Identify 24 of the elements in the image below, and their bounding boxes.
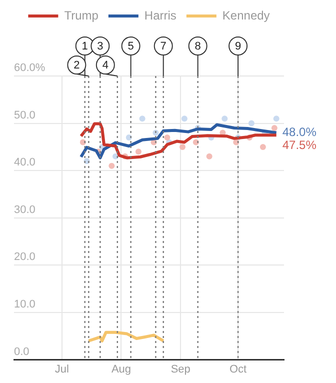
x-tick-label: Aug <box>111 363 132 376</box>
ref-line-label: 4 <box>102 60 108 72</box>
y-tick-label: 20.0 <box>14 251 36 264</box>
ref-line-label: 8 <box>194 40 201 53</box>
ref-line-label: 5 <box>128 40 134 53</box>
data-label: 48.0% <box>282 125 317 140</box>
x-tick-label: Oct <box>229 363 247 376</box>
data-label: 47.5% <box>282 138 317 152</box>
ref-line-label: 3 <box>97 40 104 53</box>
y-tick-label: 60.0% <box>14 62 46 74</box>
legend-label: Kennedy <box>222 8 270 22</box>
x-tick-label: Sep <box>170 363 190 376</box>
x-tick-label: Jul <box>54 363 69 376</box>
ref-line-label: 9 <box>234 40 242 53</box>
y-tick-label: 50.0 <box>14 109 36 122</box>
legend-label: Harris <box>144 8 176 22</box>
ref-line-label: 7 <box>160 40 166 53</box>
y-tick-label: 40.0 <box>14 156 36 169</box>
y-tick-label: 30.0 <box>14 204 36 216</box>
ref-line-label: 2 <box>74 60 80 72</box>
legend-label: Trump <box>64 8 99 22</box>
y-tick-label: 0.0 <box>14 346 30 358</box>
y-tick-label: 10.0 <box>14 298 36 311</box>
ref-line-label: 1 <box>82 40 88 53</box>
